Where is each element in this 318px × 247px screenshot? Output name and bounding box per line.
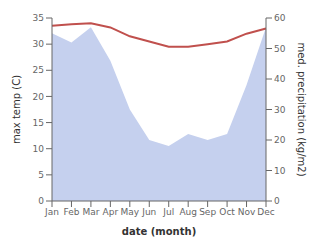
- svg-text:Jun: Jun: [141, 207, 156, 217]
- svg-text:Apr: Apr: [103, 207, 119, 217]
- svg-text:60: 60: [274, 13, 286, 23]
- svg-text:5: 5: [38, 170, 44, 180]
- svg-text:40: 40: [274, 74, 286, 84]
- svg-text:15: 15: [33, 118, 44, 128]
- svg-text:20: 20: [274, 135, 286, 145]
- svg-text:30: 30: [274, 105, 286, 115]
- svg-text:35: 35: [33, 13, 44, 23]
- svg-text:Mar: Mar: [82, 207, 99, 217]
- svg-text:50: 50: [274, 44, 286, 54]
- svg-text:25: 25: [33, 65, 44, 75]
- svg-text:Oct: Oct: [219, 207, 235, 217]
- svg-text:Jul: Jul: [162, 207, 174, 217]
- svg-text:date (month): date (month): [122, 226, 196, 237]
- svg-text:Jan: Jan: [44, 207, 59, 217]
- svg-text:Aug: Aug: [179, 207, 197, 217]
- svg-text:May: May: [121, 207, 140, 217]
- svg-text:Nov: Nov: [238, 207, 256, 217]
- svg-text:0: 0: [38, 196, 44, 206]
- svg-text:Feb: Feb: [63, 207, 79, 217]
- svg-text:10: 10: [33, 144, 45, 154]
- svg-text:30: 30: [33, 39, 45, 49]
- svg-text:Sep: Sep: [199, 207, 216, 217]
- svg-text:20: 20: [33, 92, 45, 102]
- svg-text:med. precipitation (kg/m2): med. precipitation (kg/m2): [296, 42, 307, 176]
- svg-text:10: 10: [274, 166, 286, 176]
- svg-text:max temp (C): max temp (C): [11, 75, 22, 144]
- svg-text:Dec: Dec: [257, 207, 274, 217]
- svg-text:0: 0: [274, 196, 280, 206]
